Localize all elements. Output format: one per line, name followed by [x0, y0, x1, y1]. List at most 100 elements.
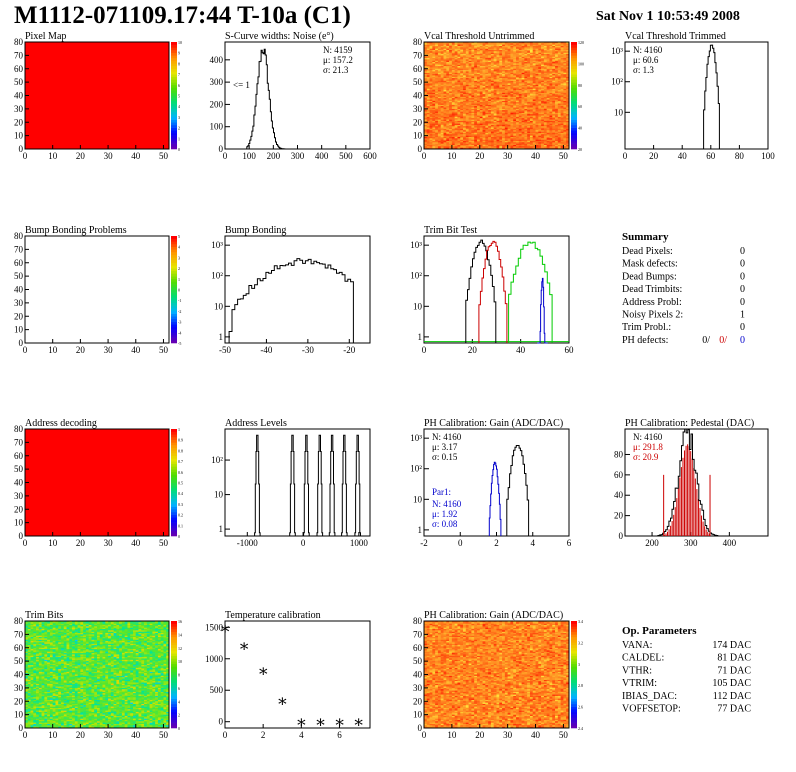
heatmap-cell [465, 124, 469, 127]
heatmap-cell [549, 71, 553, 74]
heatmap-cell [502, 124, 506, 127]
heatmap-cell [476, 56, 481, 59]
heatmap-cell [488, 111, 492, 114]
x-tick-label: 40 [516, 345, 526, 355]
heatmap-cell [555, 86, 559, 88]
color-scale-cell [171, 122, 177, 126]
heatmap-cell [482, 78, 486, 80]
heatmap-cell [493, 72, 497, 75]
heatmap-cell [449, 131, 453, 134]
heatmap-cell [471, 48, 475, 51]
heatmap-cell [471, 66, 475, 68]
heatmap-cell [468, 58, 472, 60]
heatmap-cell [504, 114, 508, 116]
heatmap-cell [513, 91, 517, 94]
heatmap-cell [566, 83, 570, 86]
heatmap-cell [496, 146, 500, 148]
heatmap-cell [451, 72, 455, 75]
heatmap-cell [443, 67, 447, 70]
heatmap-cell [465, 114, 469, 116]
heatmap-cell [474, 119, 478, 122]
heatmap-cell [479, 91, 483, 94]
heatmap-cell [474, 134, 478, 136]
heatmap-cell [426, 128, 430, 131]
heatmap-cell [541, 63, 545, 66]
heatmap-cell [496, 60, 500, 63]
heatmap-cell [451, 56, 455, 59]
heatmap-cell [529, 55, 534, 58]
heatmap-cell [557, 63, 561, 66]
heatmap-cell [479, 114, 483, 116]
heatmap-cell [549, 108, 553, 111]
heatmap-cell [549, 147, 553, 150]
heatmap-cell [513, 136, 517, 139]
heatmap-cell [529, 140, 534, 143]
heatmap-cell [463, 146, 467, 148]
heatmap-cell [513, 56, 517, 59]
heatmap-cell [516, 87, 520, 90]
heatmap-cell [524, 100, 528, 103]
heatmap-cell [510, 60, 514, 63]
color-scale-cell [171, 308, 177, 312]
heatmap-cell [449, 44, 453, 47]
heatmap-cell [457, 64, 461, 67]
heatmap-cell [468, 143, 472, 146]
heatmap-cell [560, 128, 564, 131]
heatmap-cell [476, 60, 481, 63]
heatmap-cell [552, 114, 556, 116]
heatmap-cell [482, 47, 486, 49]
heatmap-cell [513, 60, 517, 63]
heatmap-cell [529, 138, 534, 140]
heatmap-cell [474, 67, 478, 70]
heatmap-cell [560, 87, 564, 90]
heatmap-cell [518, 60, 522, 63]
heatmap-cell [454, 123, 458, 126]
heatmap-cell [552, 76, 556, 79]
heatmap-cell [518, 75, 522, 78]
heatmap-cell [482, 92, 486, 95]
heatmap-cell [490, 100, 495, 103]
heatmap-cell [446, 110, 450, 112]
heatmap-cell [535, 90, 539, 92]
heatmap-cell [490, 66, 495, 68]
heatmap-cell [560, 70, 564, 72]
heatmap-cell [443, 111, 447, 114]
heatmap-cell [549, 51, 553, 53]
color-scale-cell [171, 68, 177, 72]
heatmap-cell [541, 56, 545, 59]
heatmap-cell [529, 119, 534, 122]
heatmap-cell [496, 110, 500, 112]
heatmap-cell [507, 135, 511, 138]
heatmap-cell [532, 147, 536, 150]
heatmap-cell [502, 74, 506, 76]
heatmap-cell [516, 74, 520, 76]
heatmap-cell [435, 130, 439, 132]
heatmap-cell [502, 115, 506, 118]
heatmap-cell [516, 70, 520, 72]
heatmap-cell [463, 95, 467, 98]
heatmap-cell [435, 106, 439, 108]
heatmap-cell [451, 138, 455, 140]
heatmap-cell [485, 80, 489, 83]
heatmap-cell [440, 64, 444, 67]
heatmap-cell [465, 91, 469, 94]
heatmap-cell [432, 122, 436, 124]
heatmap-cell [521, 131, 525, 134]
heatmap-cell [532, 68, 536, 71]
heatmap-cell [485, 108, 489, 111]
heatmap-cell [524, 84, 528, 87]
heatmap-cell [502, 42, 506, 44]
heatmap-cell [446, 56, 450, 59]
heatmap-cell [432, 104, 436, 107]
heatmap-cell [429, 62, 433, 64]
heatmap-cell [454, 88, 458, 91]
heatmap-cell [474, 94, 478, 96]
heatmap-cell [513, 52, 517, 55]
heatmap-cell [538, 56, 542, 59]
heatmap-cell [538, 127, 542, 130]
heatmap-cell [435, 59, 439, 62]
heatmap-cell [496, 128, 500, 131]
heatmap-cell [493, 58, 497, 60]
heatmap-cell [496, 103, 500, 106]
heatmap-cell [521, 104, 525, 107]
